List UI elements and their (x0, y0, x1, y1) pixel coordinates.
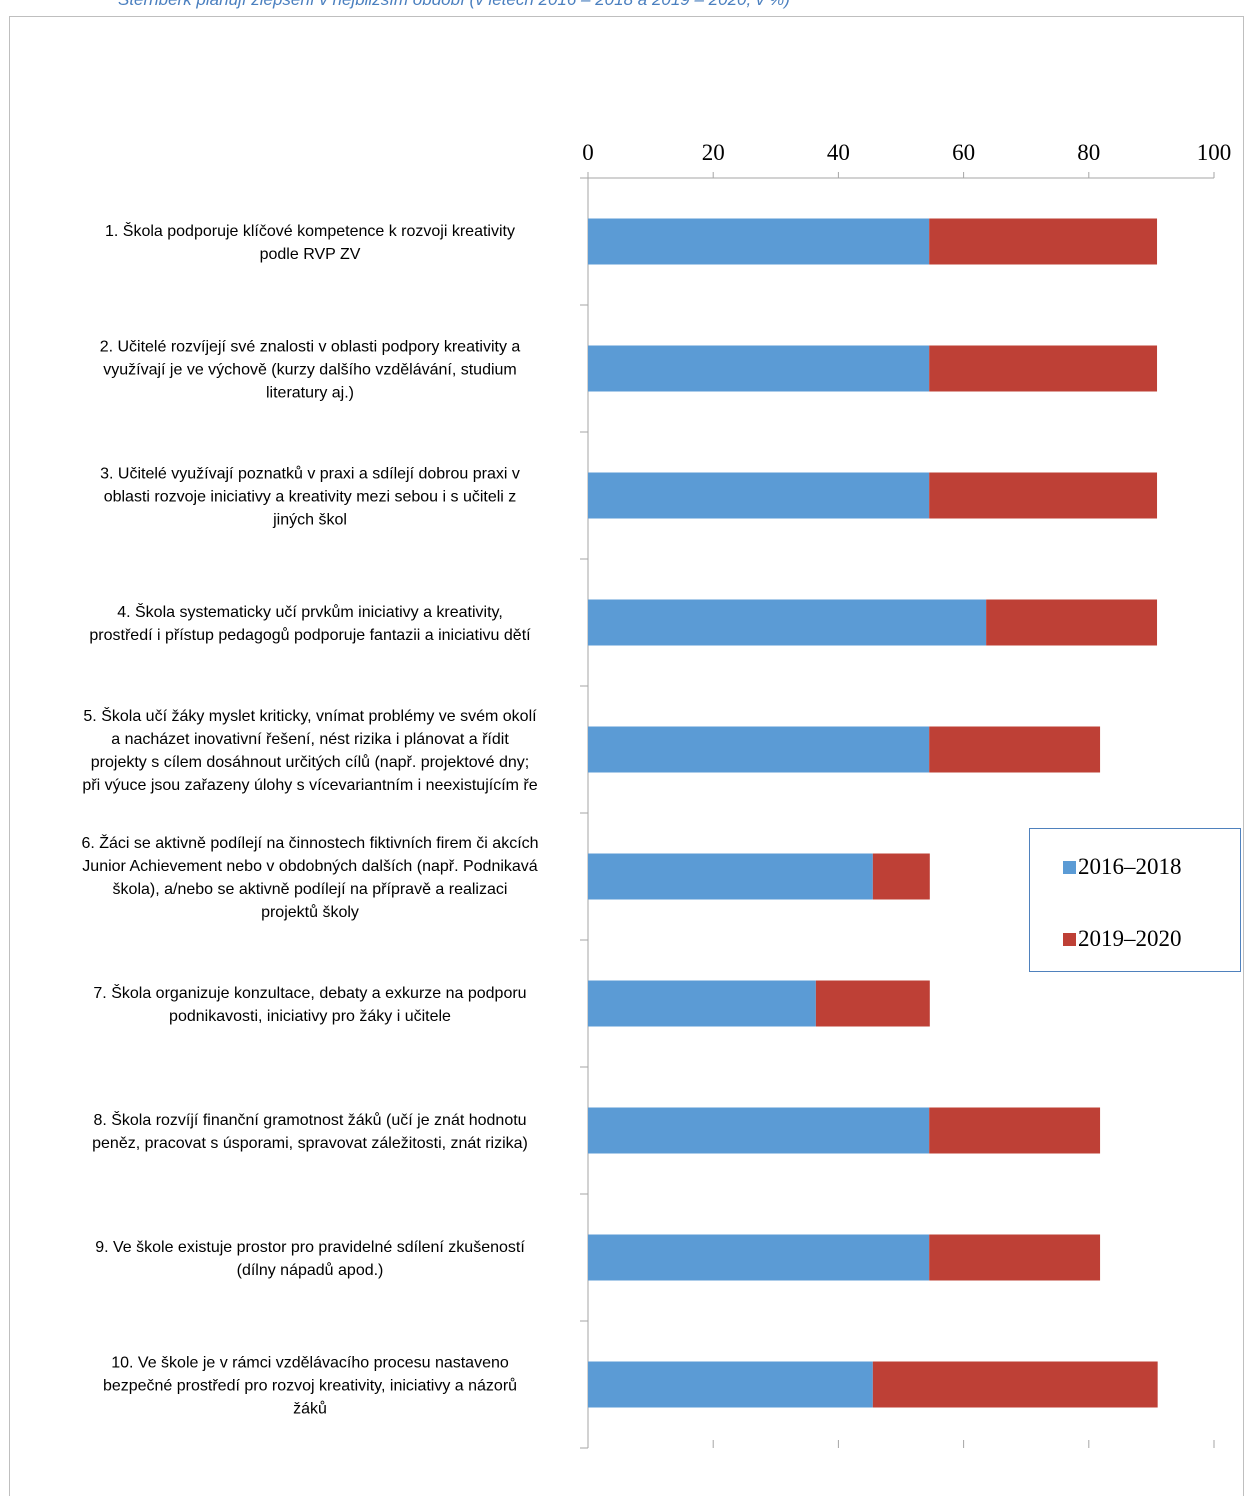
category-label-3-line-1: 3. Učitelé využívají poznatků v praxi a … (100, 465, 520, 483)
x-tick-label-3: 60 (952, 140, 975, 165)
category-label-10-line-2: bezpečné prostředí pro rozvoj kreativity… (103, 1377, 517, 1395)
category-label-3-line-3: jiných škol (272, 512, 347, 529)
category-labels: 1. Škola podporuje klíčové kompetence k … (81, 221, 538, 1418)
x-tick-label-2: 40 (827, 140, 850, 165)
category-label-5-line-4: při výuce jsou zařazeny úlohy s vícevari… (82, 777, 537, 794)
x-tick-label-4: 80 (1077, 140, 1100, 165)
category-label-10-line-3: žáků (293, 1400, 327, 1418)
category-label-9-line-2: (dílny nápadů apod.) (237, 1261, 384, 1279)
bar-2-cat-8 (929, 1107, 1101, 1154)
category-label-7-line-1: 7. Škola organizuje konzultace, debaty a… (93, 983, 526, 1002)
bar-2-cat-9 (929, 1234, 1101, 1281)
category-label-10-line-1: 10. Ve škole je v rámci vzdělávacího pro… (111, 1355, 509, 1372)
legend-label-series-2: 2019–2020 (1078, 926, 1182, 951)
category-label-6-line-4: projektů školy (261, 903, 359, 921)
bar-1-cat-4 (588, 599, 987, 646)
chart-frame (9, 16, 1244, 1496)
category-label-7-line-2: podnikavosti, iniciativy pro žáky i učit… (169, 1008, 451, 1025)
bar-1-cat-10 (588, 1361, 873, 1408)
category-label-8-line-1: 8. Škola rozvíjí finanční gramotnost žák… (93, 1110, 526, 1129)
legend-item-series-1: 2016–2018 (1063, 854, 1182, 880)
bar-2-cat-6 (872, 853, 930, 900)
bar-1-cat-1 (588, 218, 930, 265)
legend-swatch-series-2 (1063, 932, 1076, 946)
category-label-3-line-2: oblasti rozvoje iniciativy a kreativity … (104, 489, 517, 506)
category-label-6-line-3: škola), a/nebo se aktivně podílejí na př… (113, 881, 508, 898)
category-label-6-line-1: 6. Žáci se aktivně podílejí na činnostec… (81, 833, 538, 852)
x-tick-label-1: 20 (702, 140, 725, 165)
x-tick-label-0: 0 (582, 140, 594, 165)
category-label-4-line-2: prostředí i přístup pedagogů podporuje f… (89, 626, 531, 644)
x-tick-label-5: 100 (1197, 140, 1232, 165)
bar-2-cat-1 (929, 218, 1158, 265)
category-label-6-line-2: Junior Achievement nebo v obdobných dalš… (82, 858, 538, 875)
bar-2-cat-5 (929, 726, 1101, 773)
category-label-1-line-1: 1. Škola podporuje klíčové kompetence k … (105, 221, 515, 240)
bars-layer (588, 218, 1158, 1408)
figure-caption: Šternberk plánují zlepšení v nejbližším … (118, 0, 1218, 10)
bar-2-cat-4 (986, 599, 1158, 646)
bar-1-cat-8 (588, 1107, 930, 1154)
legend-label-series-1: 2016–2018 (1078, 854, 1182, 879)
legend-swatch-series-1 (1063, 860, 1076, 874)
bar-2-cat-7 (815, 980, 930, 1027)
bar-1-cat-6 (588, 853, 873, 900)
category-label-1-line-2: podle RVP ZV (260, 246, 361, 263)
category-label-2-line-2: využívají je ve výchově (kurzy dalšího v… (103, 362, 517, 379)
bar-1-cat-5 (588, 726, 930, 773)
category-label-2-line-3: literatury aj.) (266, 385, 354, 402)
category-label-4-line-1: 4. Škola systematicky učí prvkům iniciat… (117, 602, 503, 621)
bar-1-cat-2 (588, 345, 930, 392)
bar-1-cat-3 (588, 472, 930, 519)
category-label-8-line-2: peněz, pracovat s úsporami, spravovat zá… (92, 1135, 528, 1152)
bar-1-cat-7 (588, 980, 816, 1027)
bar-2-cat-10 (872, 1361, 1158, 1408)
bar-2-cat-2 (929, 345, 1158, 392)
category-label-5-line-1: 5. Škola učí žáky myslet kriticky, vníma… (83, 706, 537, 725)
bar-1-cat-9 (588, 1234, 930, 1281)
category-label-5-line-2: a nacházet inovativní řešení, nést rizik… (111, 731, 509, 748)
category-label-9-line-1: 9. Ve škole existuje prostor pro pravide… (95, 1239, 525, 1256)
bar-2-cat-3 (929, 472, 1158, 519)
category-label-2-line-1: 2. Učitelé rozvíjejí své znalosti v obla… (100, 339, 521, 356)
legend-item-series-2: 2019–2020 (1063, 926, 1182, 952)
legend: 2016–2018 2019–2020 (1029, 828, 1241, 972)
category-label-5-line-3: projekty s cílem dosáhnout určitých cílů… (91, 753, 529, 771)
